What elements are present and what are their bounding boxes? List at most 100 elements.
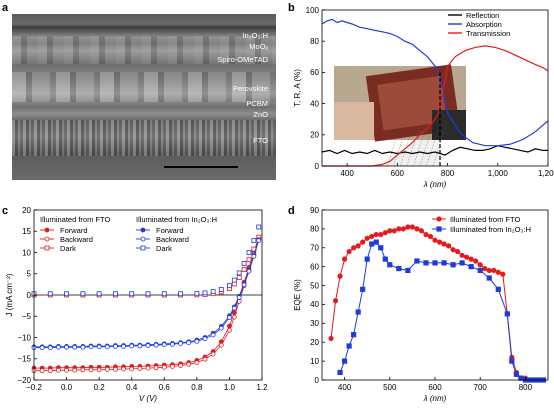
sem-cross-section-image: In₂O₃:H MoOₓ Spiro-OMeTAD Perovskite PCB… — [12, 14, 276, 180]
data-point — [341, 256, 348, 262]
data-point — [337, 273, 343, 279]
x-tick-label: 1.0 — [224, 383, 236, 392]
data-point — [500, 271, 506, 277]
data-point — [178, 291, 183, 297]
data-point — [194, 360, 200, 365]
x-tick-label: 400 — [338, 383, 352, 392]
data-point — [145, 343, 151, 348]
data-point — [477, 267, 483, 274]
y-axis-label: J (mA cm⁻²) — [5, 273, 14, 316]
data-point — [161, 291, 167, 297]
data-point — [96, 367, 102, 373]
data-point — [387, 262, 393, 268]
legend-marker — [44, 236, 50, 242]
y-tick-label: −15 — [17, 355, 31, 364]
data-point — [405, 267, 411, 274]
data-point — [64, 367, 69, 373]
data-point — [441, 260, 447, 266]
data-point — [513, 371, 519, 377]
x-axis-label: V (V) — [139, 394, 158, 403]
scale-bar — [164, 166, 238, 168]
data-point — [227, 327, 232, 333]
x-tick-label: 0.6 — [159, 383, 171, 392]
legend-label: Reflection — [466, 11, 499, 20]
data-point — [414, 226, 420, 232]
data-point — [342, 358, 348, 364]
data-point — [113, 344, 118, 349]
data-point — [47, 368, 53, 374]
data-point — [468, 264, 474, 270]
data-point — [153, 342, 159, 348]
layer-label-pcbm: PCBM — [246, 99, 268, 108]
data-point — [504, 311, 510, 317]
data-point — [400, 226, 406, 232]
data-point — [210, 289, 216, 294]
data-point — [218, 342, 224, 348]
data-point — [202, 290, 208, 296]
data-point — [47, 345, 53, 351]
data-point — [373, 231, 379, 238]
y-tick-label: 60 — [310, 68, 319, 77]
data-point — [486, 275, 492, 281]
y-tick-label: 40 — [310, 300, 319, 309]
data-point — [129, 343, 135, 349]
y-axis-label: T, R, A (%) — [293, 69, 302, 107]
data-point — [137, 366, 143, 371]
inset-photo-device-cells — [377, 75, 447, 131]
legend-label: Backward — [60, 235, 93, 244]
y-tick-label: −20 — [17, 376, 31, 385]
plot-frame — [321, 209, 549, 381]
series-transmission — [322, 45, 549, 167]
data-point — [236, 295, 242, 300]
data-point — [450, 262, 456, 268]
data-point — [56, 367, 61, 373]
layer-label-spiro: Spiro-OMeTAD — [217, 55, 268, 64]
data-point — [113, 291, 118, 297]
x-tick-label: 800 — [441, 169, 455, 178]
y-tick-label: 10 — [310, 357, 319, 366]
data-point — [218, 287, 224, 292]
plot-frame — [321, 9, 549, 167]
data-point — [423, 231, 429, 238]
data-point — [423, 260, 429, 266]
data-point — [459, 260, 465, 266]
sem-texture-top — [12, 36, 276, 64]
data-point — [246, 257, 252, 263]
data-point — [346, 343, 352, 349]
series-reflection — [321, 145, 548, 156]
data-point — [170, 363, 175, 369]
sem-texture-fto — [12, 120, 276, 156]
data-point — [121, 366, 126, 372]
x-tick-label: −0.2 — [26, 383, 42, 392]
legend-marker — [436, 216, 442, 222]
data-point — [227, 283, 232, 289]
y-tick-label: 0 — [315, 162, 320, 171]
chart-optical-spectra: 400 600 800 1,000 1,200 0 20 40 60 80 100 λ (nm) T, … — [293, 6, 554, 189]
data-point — [145, 365, 151, 371]
x-tick-label: 0.4 — [126, 383, 138, 392]
data-point — [80, 344, 86, 350]
legend-label: Forward — [60, 226, 88, 235]
y-tick-label: 100 — [306, 6, 320, 15]
data-point — [241, 261, 247, 266]
layer-label-moox: MoOₓ — [249, 42, 268, 51]
data-point — [391, 228, 397, 234]
data-point — [246, 268, 252, 274]
data-point — [369, 233, 375, 240]
panel-letter-c: c — [2, 205, 9, 217]
layer-label-perovskite: Perovskite — [232, 84, 268, 93]
data-point — [64, 291, 69, 297]
data-point — [364, 256, 370, 262]
data-point — [231, 281, 237, 287]
y-tick-label: 10 — [22, 248, 31, 257]
x-tick-label: 600 — [428, 383, 442, 392]
data-point — [80, 291, 86, 297]
y-tick-label: 0 — [27, 291, 32, 300]
chart-jv-curves: −0.2 0.0 0.2 0.4 0.6 0.8 1.0 1.2 −20 −15 −10 −5 0 5 10… — [5, 206, 268, 403]
y-tick-label: 5 — [27, 270, 32, 279]
data-point — [231, 277, 237, 283]
data-point — [129, 291, 135, 297]
y-tick-label: 60 — [310, 262, 319, 271]
y-tick-label: −5 — [22, 312, 32, 321]
data-point — [161, 364, 167, 370]
